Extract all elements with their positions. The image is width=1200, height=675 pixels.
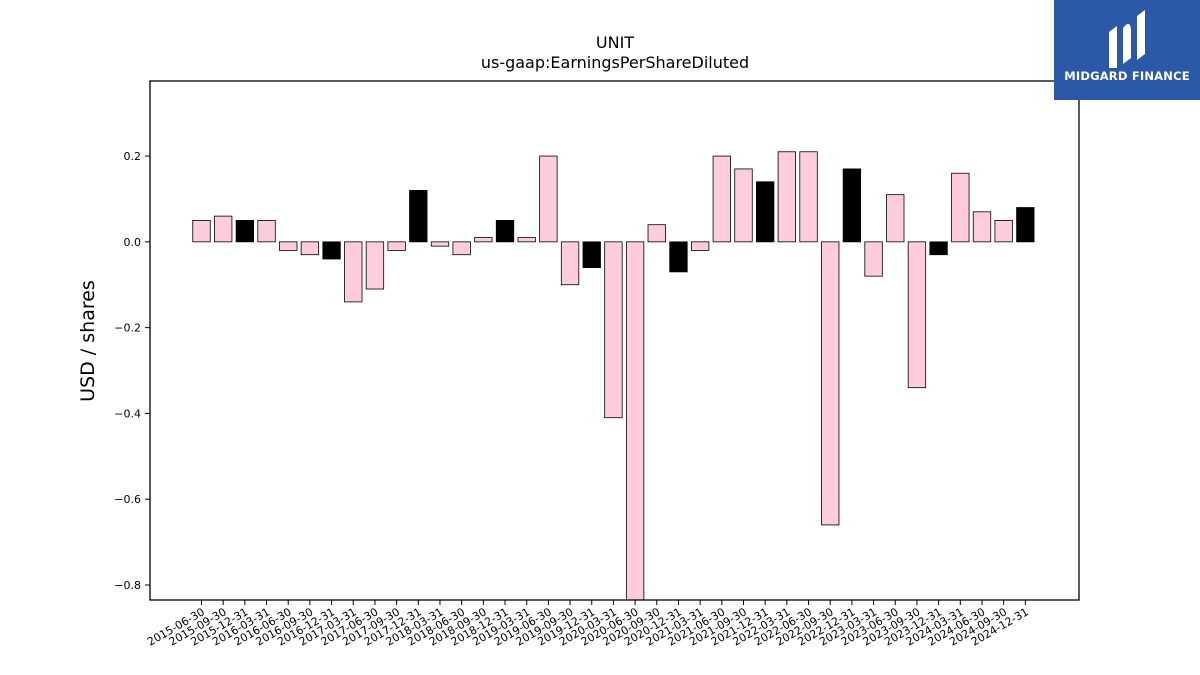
bar-2015-12-31: [235, 220, 255, 243]
bar-2019-09-30: [560, 241, 580, 286]
bar-2020-12-31: [669, 241, 688, 273]
y-tick-label: −0.2: [114, 322, 141, 335]
bar-2024-12-31: [1016, 207, 1035, 243]
y-tick-label: 0.0: [124, 236, 142, 249]
bar-2019-12-31: [582, 241, 601, 268]
y-tick-label: 0.2: [124, 150, 142, 163]
bar-2018-12-31: [495, 220, 515, 243]
bar-2018-06-30: [452, 241, 471, 256]
bar-2017-12-31: [409, 189, 428, 243]
bar-2020-03-31: [604, 241, 623, 419]
bar-2022-03-31: [777, 151, 797, 243]
bar-2024-09-30: [994, 220, 1013, 243]
bar-2024-06-30: [972, 211, 992, 243]
brand-logo: MIDGARD FINANCE: [1054, 0, 1200, 100]
bar-series: [192, 151, 1035, 600]
bar-2016-03-31: [257, 220, 276, 243]
bar-2017-09-30: [387, 241, 406, 251]
bar-2019-03-31: [517, 237, 536, 243]
bar-2016-06-30: [279, 241, 298, 251]
bar-2021-09-30: [734, 168, 753, 243]
bar-2022-06-30: [799, 151, 818, 243]
bar-2020-09-30: [647, 224, 666, 243]
y-tick-label: −0.6: [114, 493, 141, 506]
bar-2021-06-30: [712, 155, 731, 243]
bar-2018-09-30: [474, 237, 493, 243]
chart-title: UNIT: [596, 33, 634, 52]
bar-2019-06-30: [539, 155, 558, 243]
bar-2023-03-31: [864, 241, 883, 277]
bar-2024-03-31: [951, 172, 970, 243]
bar-2017-06-30: [365, 241, 385, 290]
bar-2020-06-30: [625, 241, 645, 600]
bar-2016-09-30: [300, 241, 320, 256]
x-axis-ticks: 2015-06-302015-09-302015-12-312016-03-31…: [145, 600, 1031, 649]
bar-2022-12-31: [842, 168, 862, 243]
bar-2016-12-31: [322, 241, 341, 260]
bar-2023-12-31: [929, 241, 948, 256]
bar-2023-09-30: [907, 241, 927, 389]
chart-subtitle: us-gaap:EarningsPerShareDiluted: [481, 53, 749, 72]
bar-2021-03-31: [690, 241, 710, 251]
plot-frame: [149, 80, 1080, 601]
bar-2023-06-30: [886, 194, 905, 243]
y-axis-label: USD / shares: [77, 280, 99, 402]
y-axis-ticks: 0.2 0.0 −0.2 −0.4 −0.6 −0.8: [114, 150, 150, 592]
bar-2017-03-31: [344, 241, 363, 303]
y-tick-label: −0.8: [114, 579, 141, 592]
bar-2018-03-31: [430, 241, 450, 247]
bar-2022-09-30: [821, 241, 840, 526]
midgard-logo-icon: [1109, 10, 1145, 68]
y-tick-label: −0.4: [114, 407, 141, 420]
bar-2015-06-30: [192, 220, 211, 243]
brand-name: MIDGARD FINANCE: [1064, 69, 1190, 83]
bar-2021-12-31: [756, 181, 775, 243]
bar-2015-09-30: [214, 215, 233, 243]
